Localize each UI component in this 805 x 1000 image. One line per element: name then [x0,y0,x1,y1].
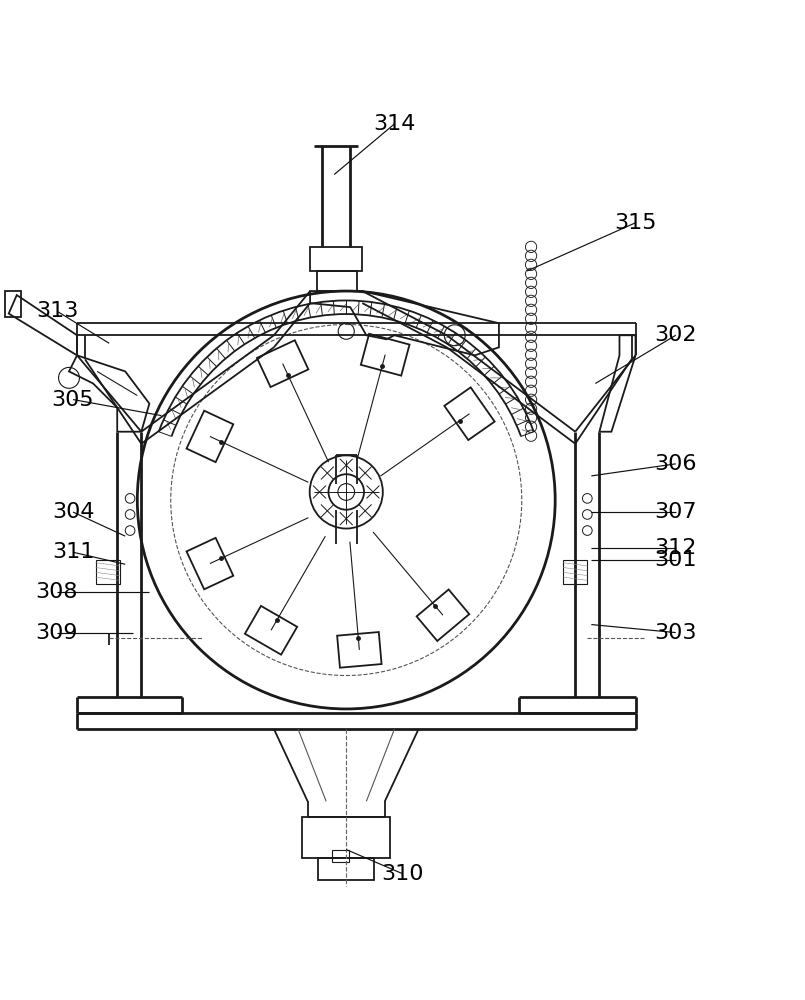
Bar [302,817,390,858]
Text: 306: 306 [654,454,697,474]
Text: 303: 303 [654,623,697,643]
Text: 308: 308 [35,582,78,602]
Text: 304: 304 [52,502,94,522]
Bar [332,850,349,862]
Bar [318,858,374,880]
Text: 301: 301 [654,550,697,570]
Text: 302: 302 [654,325,697,345]
Bar [310,247,362,271]
Text: 307: 307 [654,502,697,522]
Text: 313: 313 [35,301,78,321]
Bar [564,560,588,584]
Text: 309: 309 [35,623,78,643]
Text: 312: 312 [654,538,697,558]
Text: 310: 310 [382,864,423,884]
Bar [96,560,120,584]
Text: 311: 311 [52,542,94,562]
Bar [316,271,357,291]
Text: 314: 314 [374,114,415,134]
Text: 305: 305 [52,390,94,410]
Bar [5,291,21,317]
Text: 315: 315 [614,213,657,233]
